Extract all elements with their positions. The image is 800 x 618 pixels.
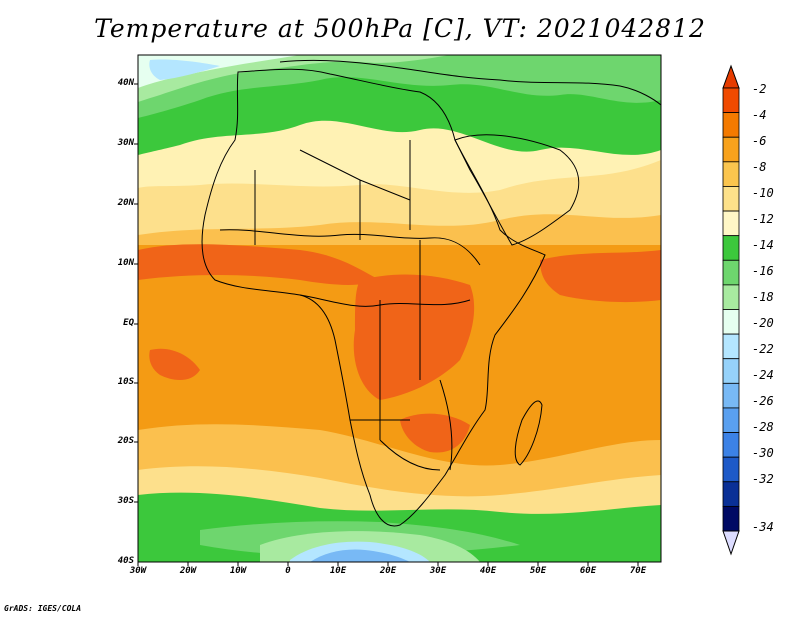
colorbar-label-neg2: -2 <box>752 82 767 96</box>
colorbar-label-neg22: -22 <box>752 342 774 356</box>
colorbar-label-neg12: -12 <box>752 212 774 226</box>
lon-label-10w: 10W <box>229 566 247 576</box>
mediterranean-coast <box>279 59 661 106</box>
border-south <box>350 419 441 471</box>
field-north-lightblue <box>149 59 220 80</box>
colorbar-box <box>722 210 740 237</box>
madagascar-outline <box>514 400 543 466</box>
colorbar-box <box>722 309 740 335</box>
colorbar-box <box>722 432 740 458</box>
colorbar-label-neg34: -34 <box>752 520 774 534</box>
colorbar-box <box>722 87 740 114</box>
lat-label-30n: 30N <box>117 138 134 148</box>
lat-label-10n: 10N <box>117 258 134 268</box>
colorbar-label-neg14: -14 <box>752 238 774 252</box>
lon-label-30e: 30E <box>429 566 447 576</box>
lon-label-60e: 60E <box>579 566 597 576</box>
field-north-lightgreen <box>138 55 661 118</box>
lon-label-10e: 10E <box>329 566 347 576</box>
field-warm-southern-africa <box>400 413 470 453</box>
field-warm-atlantic-patch <box>149 348 200 380</box>
lon-label-70e: 70E <box>629 566 647 576</box>
colorbar-label-neg26: -26 <box>752 394 774 408</box>
lon-label-30w: 30W <box>129 566 147 576</box>
colorbar-box <box>722 186 740 212</box>
colorbar-box <box>722 481 740 507</box>
lat-label-eq: EQ <box>123 318 134 328</box>
lon-label-50e: 50E <box>529 566 547 576</box>
colorbar-box <box>722 456 740 483</box>
colorbar-boxes <box>722 87 740 532</box>
lat-label-20s: 20S <box>117 436 134 446</box>
colorbar-box <box>722 259 740 286</box>
lat-label-40s: 40S <box>117 556 134 566</box>
colorbar-box <box>722 333 740 360</box>
colorbar-box <box>722 112 740 138</box>
coastlines <box>201 59 661 527</box>
colorbar-label-neg20: -20 <box>752 316 774 330</box>
colorbar-label-neg10: -10 <box>752 186 774 200</box>
map-frame <box>137 54 662 563</box>
colorbar-label-neg32: -32 <box>752 472 774 486</box>
colorbar-top-arrow <box>722 64 740 89</box>
border-sahel <box>219 229 481 266</box>
lat-label-30s: 30S <box>117 496 134 506</box>
field-warm-congo <box>353 274 475 400</box>
border-sahara <box>254 140 411 245</box>
africa-outline <box>201 68 546 527</box>
colorbar-box <box>722 161 740 187</box>
field-warm-westatlantic <box>138 244 380 285</box>
colorbar-box <box>722 505 740 532</box>
colorbar-box <box>722 358 740 384</box>
lat-label-40n: 40N <box>117 78 134 88</box>
colorbar-box <box>722 136 740 163</box>
lon-label-0: 0 <box>285 566 291 576</box>
colorbar-label-neg18: -18 <box>752 290 774 304</box>
lon-label-20w: 20W <box>179 566 197 576</box>
lon-label-40e: 40E <box>479 566 497 576</box>
colorbar-box <box>722 382 740 409</box>
colorbar-label-neg30: -30 <box>752 446 774 460</box>
colorbar-label-neg6: -6 <box>752 134 767 148</box>
colorbar-box <box>722 407 740 433</box>
lat-label-20n: 20N <box>117 198 134 208</box>
border-east <box>379 240 453 471</box>
colorbar-bottom-arrow <box>722 530 740 556</box>
arabia-outline <box>454 134 580 246</box>
credit-text: GrADS: IGES/COLA <box>4 604 82 613</box>
colorbar-label-neg28: -28 <box>752 420 774 434</box>
colorbar <box>722 64 740 556</box>
colorbar-label-neg24: -24 <box>752 368 774 382</box>
colorbar-box <box>722 235 740 261</box>
field-warm-indian <box>540 250 661 303</box>
field-south-blue <box>310 549 410 562</box>
colorbar-box <box>722 284 740 310</box>
colorbar-label-neg16: -16 <box>752 264 774 278</box>
tick-marks <box>134 83 639 566</box>
temperature-field <box>138 55 661 562</box>
chart-title: Temperature at 500hPa [C], VT: 202104281… <box>94 14 706 43</box>
lon-label-20e: 20E <box>379 566 397 576</box>
colorbar-label-neg4: -4 <box>752 108 767 122</box>
lat-label-10s: 10S <box>117 377 134 387</box>
colorbar-label-neg8: -8 <box>752 160 767 174</box>
